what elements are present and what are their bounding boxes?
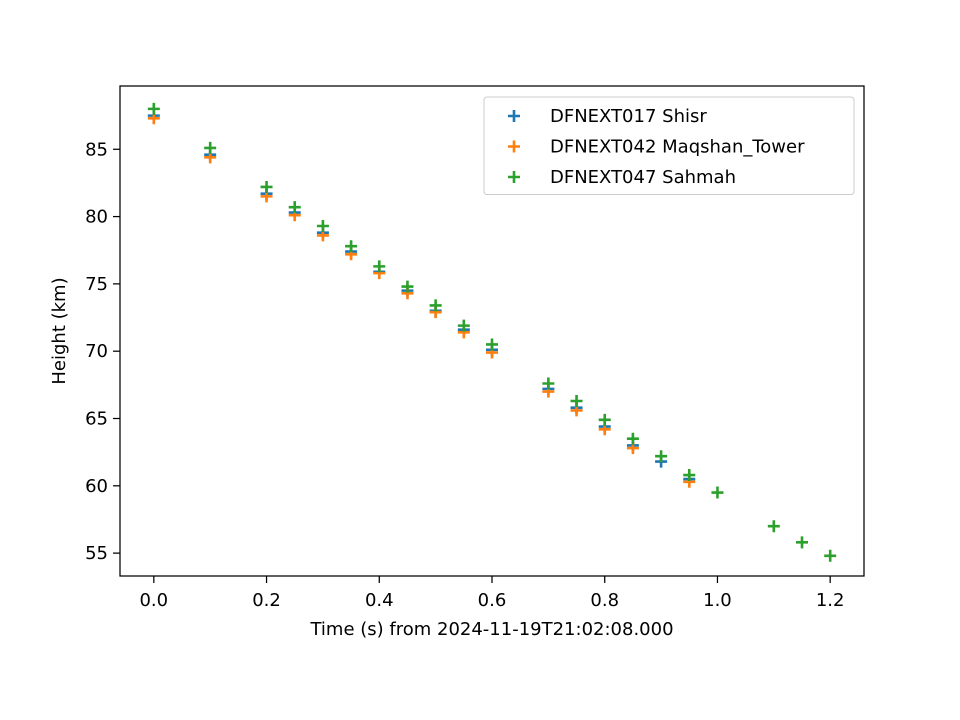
legend-label: DFNEXT017 Shisr — [550, 106, 707, 127]
data-point — [260, 180, 273, 193]
data-point — [542, 377, 555, 390]
data-point — [288, 201, 301, 214]
data-point — [147, 102, 160, 115]
data-point — [401, 280, 414, 293]
legend-entry: DFNEXT047 Sahmah — [508, 167, 736, 188]
data-point — [316, 220, 329, 232]
data-point — [683, 469, 696, 482]
y-tick-label: 60 — [85, 476, 108, 497]
x-tick-label: 0.4 — [365, 590, 394, 611]
y-tick-label: 65 — [85, 409, 108, 430]
y-axis-label: Height (km) — [49, 277, 70, 384]
legend-marker — [508, 110, 520, 122]
legend-marker — [508, 140, 520, 153]
legend: DFNEXT017 Shisr DFNEXT042 Maqshan_Tower DF… — [483, 96, 855, 195]
data-point — [373, 260, 386, 273]
plot-frame — [119, 85, 865, 577]
x-tick-label: 0.6 — [478, 590, 507, 611]
data-point — [570, 395, 583, 407]
y-tick-label: 75 — [85, 274, 108, 295]
y-tick-label: 80 — [85, 207, 108, 228]
legend-label: DFNEXT047 Sahmah — [550, 167, 736, 188]
x-tick-label: 0.0 — [139, 590, 168, 611]
legend-label: DFNEXT042 Maqshan_Tower — [550, 137, 805, 158]
data-point — [767, 520, 780, 533]
data-point — [824, 549, 837, 562]
x-tick-label: 0.8 — [590, 590, 619, 611]
y-tick-label: 85 — [85, 139, 108, 160]
y-axis: 55 60 65 70 75 80 85 — [85, 139, 120, 564]
data-point — [711, 486, 724, 499]
data-point — [345, 240, 358, 253]
data-point — [457, 319, 470, 332]
data-point — [486, 338, 498, 351]
data-point — [429, 299, 442, 312]
legend-marker — [508, 171, 520, 183]
y-tick-label: 55 — [85, 543, 108, 564]
data-point — [204, 141, 217, 154]
x-tick-label: 1.2 — [816, 590, 845, 611]
data-point — [598, 413, 611, 426]
series-2 — [147, 102, 837, 562]
legend-entry: DFNEXT017 Shisr — [508, 106, 707, 127]
legend-items: DFNEXT017 Shisr DFNEXT042 Maqshan_Tower DF… — [508, 106, 805, 188]
legend-box — [483, 96, 855, 195]
x-tick-label: 1.0 — [703, 590, 732, 611]
x-tick-label: 0.2 — [252, 590, 281, 611]
y-tick-label: 70 — [85, 341, 108, 362]
data-point — [655, 450, 668, 463]
data-marks — [147, 102, 837, 562]
x-axis: 0.0 0.2 0.4 0.6 0.8 1.0 1.2 — [139, 576, 845, 611]
legend-entry: DFNEXT042 Maqshan_Tower — [508, 137, 805, 158]
data-point — [796, 536, 808, 549]
data-point — [626, 432, 639, 445]
x-axis-label: Time (s) from 2024-11-19T21:02:08.000 — [309, 619, 673, 640]
